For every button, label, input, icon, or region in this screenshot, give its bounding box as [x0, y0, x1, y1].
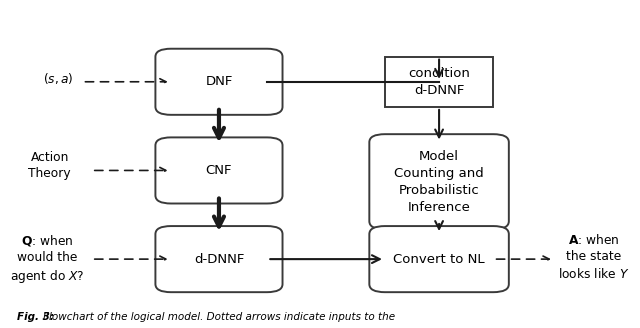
FancyBboxPatch shape — [369, 226, 509, 292]
FancyBboxPatch shape — [156, 49, 282, 115]
Text: Flowchart of the logical model. Dotted arrows indicate inputs to the: Flowchart of the logical model. Dotted a… — [17, 312, 396, 322]
Text: Fig. 3:: Fig. 3: — [17, 312, 54, 322]
Text: Action
Theory: Action Theory — [28, 151, 71, 180]
Text: $\mathbf{Q}$: when
would the
agent do $X$?: $\mathbf{Q}$: when would the agent do $X… — [10, 233, 84, 285]
Text: condition
d-DNNF: condition d-DNNF — [408, 67, 470, 97]
Text: $(s, a)$: $(s, a)$ — [43, 71, 74, 86]
Text: CNF: CNF — [205, 164, 232, 177]
FancyBboxPatch shape — [156, 226, 282, 292]
FancyBboxPatch shape — [369, 134, 509, 229]
FancyBboxPatch shape — [156, 137, 282, 203]
Text: $\mathbf{A}$: when
the state
looks like $Y$: $\mathbf{A}$: when the state looks like … — [559, 233, 630, 281]
Text: Convert to NL: Convert to NL — [393, 253, 485, 266]
Text: d-DNNF: d-DNNF — [194, 253, 244, 266]
Text: Model
Counting and
Probabilistic
Inference: Model Counting and Probabilistic Inferen… — [394, 150, 484, 214]
Text: DNF: DNF — [205, 75, 233, 88]
FancyBboxPatch shape — [385, 57, 493, 107]
